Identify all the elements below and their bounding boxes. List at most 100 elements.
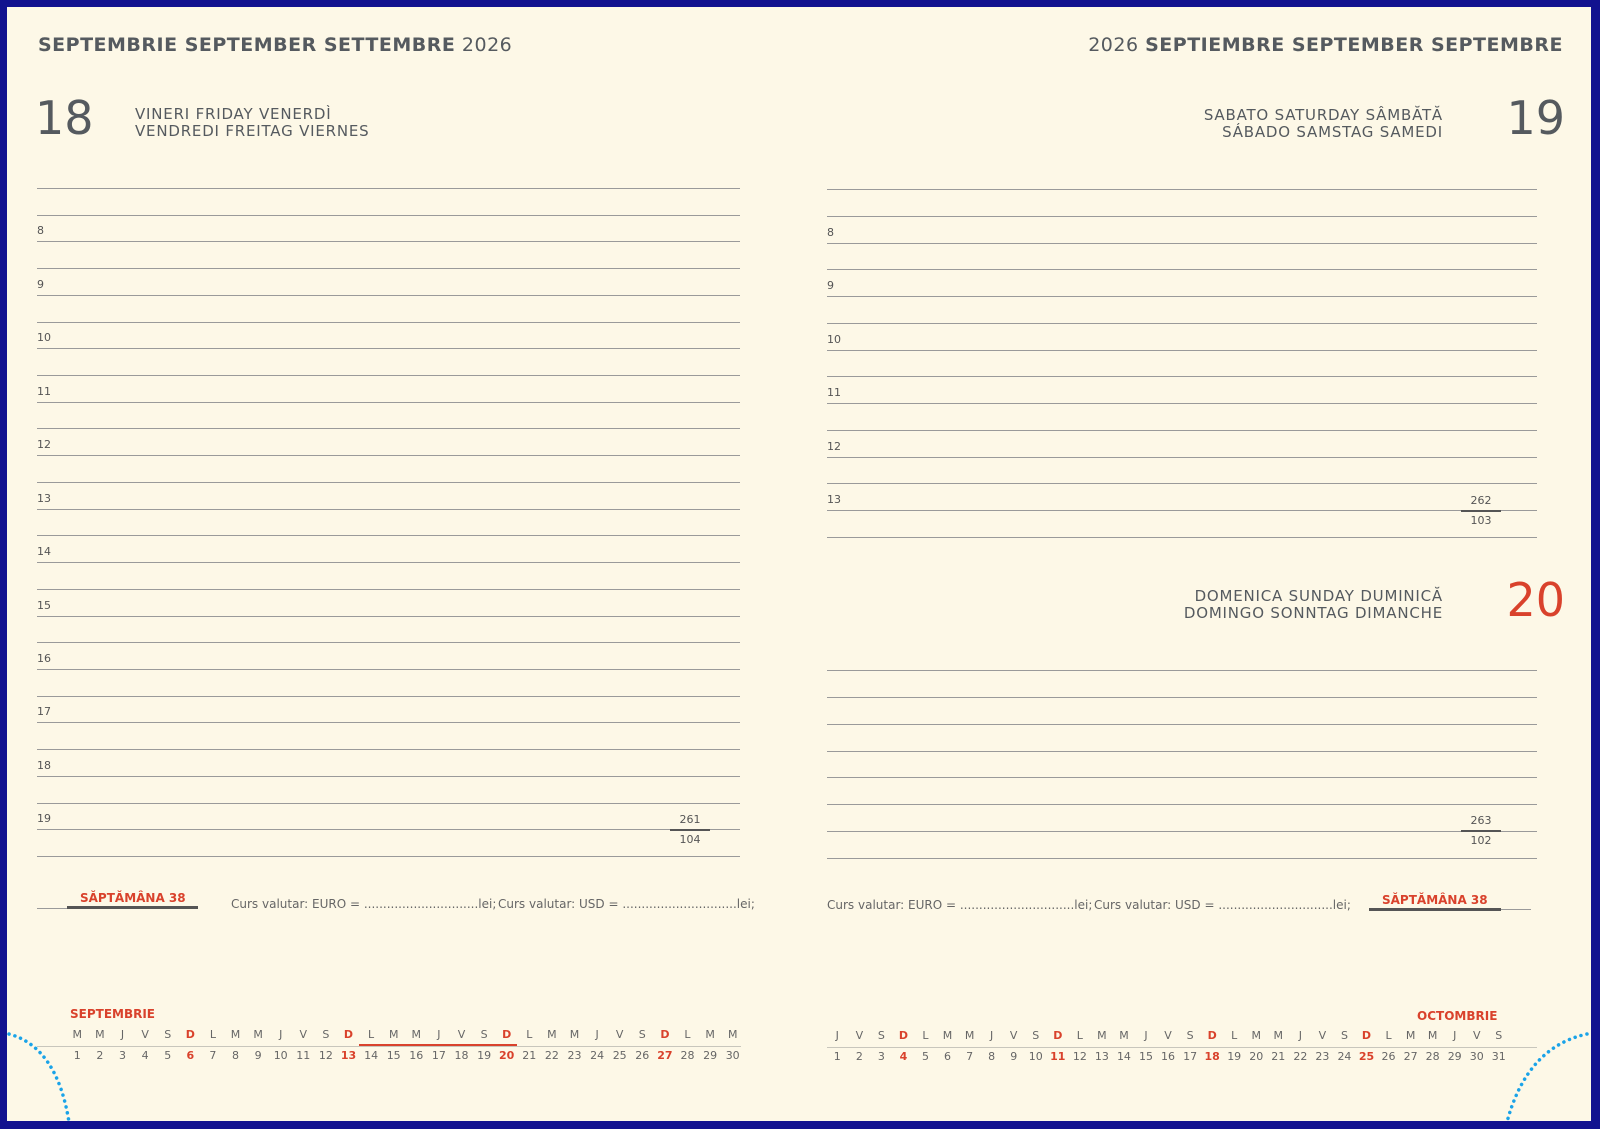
calendar-day[interactable]: 4 [899,1050,908,1063]
calendar-day[interactable]: 12 [318,1049,333,1062]
hour-label: 11 [37,384,51,398]
calendar-day[interactable]: 15 [1138,1050,1153,1063]
calendar-weekday: M [95,1028,105,1041]
calendar-weekday: J [835,1029,839,1042]
calendar-weekday: J [279,1028,283,1041]
calendar-weekday: M [253,1028,263,1041]
calendar-day[interactable]: 4 [141,1049,149,1062]
calendar-day[interactable]: 17 [431,1049,446,1062]
calendar-day[interactable]: 11 [1050,1050,1066,1063]
calendar-day[interactable]: 9 [254,1049,262,1062]
calendar-weekday: L [209,1028,216,1041]
writing-line [37,188,740,189]
divider [1501,909,1531,910]
writing-line [37,695,740,697]
page-number-bottom: 102 [1470,834,1492,847]
calendar-day[interactable]: 12 [1072,1050,1087,1063]
day-names-friday: VINERI FRIDAY VENERDÌ VENDREDI FREITAG V… [135,106,370,140]
calendar-day[interactable]: 16 [409,1049,424,1062]
calendar-day[interactable]: 8 [988,1050,996,1063]
calendar-day[interactable]: 29 [703,1049,718,1062]
calendar-day[interactable]: 13 [340,1049,357,1062]
calendar-day[interactable]: 28 [1425,1050,1440,1063]
calendar-weekday: L [1385,1029,1392,1042]
page-number-top: 261 [679,813,701,826]
calendar-weekday: S [638,1028,646,1041]
week-label: SĂPTĂMÂNA 38 [1382,893,1488,907]
calendar-day[interactable]: 30 [725,1049,740,1062]
calendar-day[interactable]: 15 [386,1049,401,1062]
calendar-day[interactable]: 1 [73,1049,81,1062]
calendar-day[interactable]: 27 [657,1049,673,1062]
calendar-day[interactable]: 26 [635,1049,650,1062]
calendar-day[interactable]: 3 [118,1049,126,1062]
calendar-day[interactable]: 11 [296,1049,311,1062]
calendar-weekday: S [480,1028,488,1041]
calendar-day[interactable]: 2 [96,1049,104,1062]
calendar-day[interactable]: 19 [477,1049,492,1062]
writing-line [827,750,1537,752]
day-names-line: VINERI FRIDAY VENERDÌ [135,105,332,123]
calendar-weekday: D [1053,1029,1063,1042]
hour-label: 19 [37,812,51,826]
writing-line [827,510,1537,512]
calendar-weekday: J [1453,1029,1457,1042]
calendar-day[interactable]: 20 [499,1049,515,1062]
calendar-day[interactable]: 7 [966,1050,974,1063]
hour-label: 8 [37,224,44,238]
writing-line [827,349,1537,351]
calendar-day[interactable]: 6 [186,1049,195,1062]
calendar-day[interactable]: 21 [522,1049,537,1062]
calendar-day[interactable]: 6 [944,1050,952,1063]
calendar-day[interactable]: 21 [1271,1050,1286,1063]
calendar-day[interactable]: 10 [273,1049,288,1062]
calendar-day[interactable]: 31 [1491,1050,1506,1063]
calendar-day[interactable]: 22 [544,1049,559,1062]
calendar-day[interactable]: 25 [1358,1050,1375,1063]
writing-line [37,455,740,457]
calendar-day[interactable]: 28 [680,1049,695,1062]
calendar-weekday: M [1097,1029,1107,1042]
calendar-day[interactable]: 17 [1183,1050,1198,1063]
calendar-day[interactable]: 19 [1227,1050,1242,1063]
calendar-day[interactable]: 27 [1403,1050,1418,1063]
calendar-day[interactable]: 5 [921,1050,929,1063]
calendar-day[interactable]: 24 [590,1049,605,1062]
calendar-day[interactable]: 24 [1337,1050,1352,1063]
calendar-day[interactable]: 10 [1028,1050,1043,1063]
writing-line [37,856,740,857]
calendar-day[interactable]: 20 [1249,1050,1264,1063]
calendar-day[interactable]: 14 [364,1049,379,1062]
page-number-divider [670,829,710,831]
calendar-day[interactable]: 7 [209,1049,217,1062]
calendar-day[interactable]: 29 [1447,1050,1462,1063]
calendar-day[interactable]: 8 [231,1049,239,1062]
calendar-day[interactable]: 1 [833,1050,841,1063]
writing-line [827,322,1537,324]
calendar-day[interactable]: 18 [454,1049,469,1062]
calendar-day[interactable]: 23 [1315,1050,1330,1063]
week-underline [67,906,198,909]
calendar-day[interactable]: 23 [567,1049,582,1062]
calendar-weekday: L [1076,1029,1083,1042]
calendar-day[interactable]: 13 [1094,1050,1109,1063]
calendar-weekday: V [141,1028,149,1041]
writing-line [827,483,1537,485]
calendar-rule [827,1047,1537,1048]
calendar-day[interactable]: 3 [877,1050,885,1063]
calendar-day[interactable]: 14 [1116,1050,1131,1063]
calendar-day[interactable]: 25 [612,1049,627,1062]
calendar-day[interactable]: 2 [855,1050,863,1063]
calendar-day[interactable]: 18 [1204,1050,1220,1063]
hour-label: 17 [37,705,51,719]
calendar-weekday: M [1273,1029,1284,1042]
calendar-day[interactable]: 16 [1161,1050,1176,1063]
writing-line [827,723,1537,725]
calendar-day[interactable]: 22 [1293,1050,1308,1063]
hour-label: 11 [827,386,841,400]
calendar-day[interactable]: 30 [1469,1050,1484,1063]
calendar-day[interactable]: 26 [1381,1050,1396,1063]
calendar-weekday: M [230,1028,241,1041]
calendar-day[interactable]: 5 [164,1049,172,1062]
calendar-day[interactable]: 9 [1010,1050,1018,1063]
